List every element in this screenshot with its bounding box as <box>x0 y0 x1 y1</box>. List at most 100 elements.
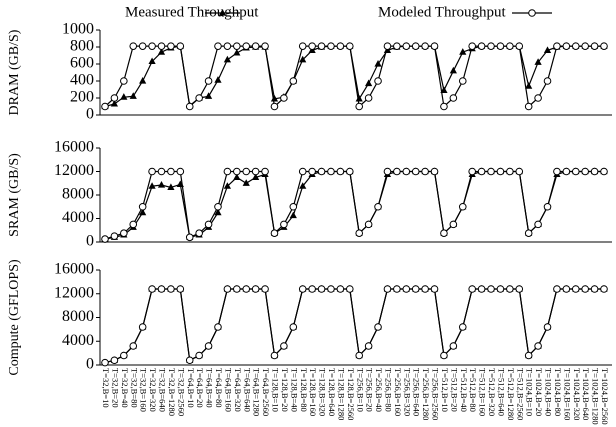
y-tick-label: 12000 <box>54 284 94 301</box>
x-tick-label: T=128,B=320 <box>318 368 328 416</box>
marker <box>317 285 326 293</box>
x-tick-label: T=1024,B=1280 <box>591 368 601 425</box>
marker <box>270 229 279 237</box>
marker <box>289 202 298 211</box>
marker <box>138 42 147 50</box>
marker <box>571 285 580 293</box>
marker <box>242 179 250 186</box>
x-tick-label: T=512,B=2560 <box>515 368 525 420</box>
marker <box>223 167 232 176</box>
marker <box>204 342 213 350</box>
marker <box>101 235 109 243</box>
marker <box>336 42 345 50</box>
marker <box>581 285 589 293</box>
marker <box>223 182 231 189</box>
marker <box>365 79 373 87</box>
marker <box>233 42 241 50</box>
y-axis-title: DRAM (GB/S) <box>7 29 22 115</box>
x-tick-label: T=1024,B=20 <box>534 368 544 416</box>
marker <box>289 77 298 85</box>
marker <box>496 285 505 293</box>
marker <box>157 42 166 50</box>
marker <box>515 285 524 293</box>
marker <box>440 86 448 93</box>
marker <box>562 285 571 293</box>
marker <box>214 323 222 331</box>
marker <box>129 42 138 50</box>
marker <box>496 42 505 50</box>
data-line <box>104 170 604 240</box>
x-tick-label: T=64,B=320 <box>233 368 243 412</box>
marker <box>280 220 288 229</box>
marker <box>515 167 524 176</box>
marker <box>383 285 392 293</box>
marker <box>600 167 608 176</box>
marker <box>487 167 495 176</box>
marker <box>600 42 608 50</box>
marker <box>204 77 213 85</box>
marker <box>280 342 288 350</box>
marker <box>421 42 429 50</box>
legend-label: Modeled Throughput <box>378 4 506 20</box>
x-tick-label: T=32,B=640 <box>158 368 168 412</box>
marker <box>242 42 251 50</box>
x-tick-label: T=32,B=40 <box>120 368 130 408</box>
marker <box>233 167 241 176</box>
marker <box>345 285 354 293</box>
x-tick-label: T=32,B=160 <box>139 368 149 412</box>
marker <box>534 342 542 350</box>
marker <box>581 42 589 50</box>
marker <box>393 167 401 176</box>
x-tick-label: T=512,B=40 <box>459 368 469 412</box>
marker <box>355 94 363 102</box>
marker <box>449 94 458 102</box>
y-axis-title: SRAM (GB/S) <box>7 153 22 237</box>
marker <box>562 167 571 176</box>
marker <box>308 285 316 293</box>
marker <box>534 58 542 65</box>
marker <box>214 76 222 83</box>
marker <box>233 285 241 293</box>
y-tick-label: 0 <box>86 106 94 123</box>
marker <box>440 229 448 237</box>
marker <box>458 77 467 85</box>
x-tick-label: T=256,B=80 <box>383 368 393 412</box>
marker <box>571 167 580 176</box>
data-line <box>104 288 604 364</box>
marker <box>289 211 297 219</box>
marker <box>233 173 241 180</box>
x-tick-label: T=256,B=1280 <box>421 368 431 420</box>
marker <box>411 285 420 293</box>
marker <box>157 285 166 293</box>
x-tick-label: T=64,B=10 <box>186 368 196 408</box>
data-line <box>104 45 604 108</box>
y-tick-label: 800 <box>70 38 94 55</box>
marker <box>477 42 486 50</box>
marker <box>449 220 458 229</box>
marker <box>204 220 213 229</box>
x-tick-label: T=64,B=80 <box>214 368 224 408</box>
x-tick-label: T=1024,B=80 <box>553 368 563 416</box>
x-tick-label: T=256,B=20 <box>365 368 375 412</box>
marker <box>468 167 476 176</box>
marker <box>430 167 439 176</box>
marker <box>374 323 382 331</box>
marker <box>393 285 401 293</box>
marker <box>581 167 589 176</box>
marker <box>553 285 561 293</box>
x-tick-label: T=32,B=1280 <box>167 368 177 416</box>
marker <box>402 42 411 50</box>
marker <box>534 220 542 229</box>
marker <box>543 46 552 53</box>
x-tick-label: T=256,B=10 <box>355 368 365 412</box>
marker <box>261 285 269 293</box>
marker <box>223 42 232 50</box>
x-tick-label: T=512,B=10 <box>440 368 450 412</box>
marker <box>214 208 222 216</box>
marker <box>430 42 439 50</box>
marker <box>506 167 514 176</box>
marker <box>383 167 392 176</box>
x-tick-label: T=128,B=20 <box>280 368 290 412</box>
marker <box>459 48 467 55</box>
marker <box>421 167 429 176</box>
